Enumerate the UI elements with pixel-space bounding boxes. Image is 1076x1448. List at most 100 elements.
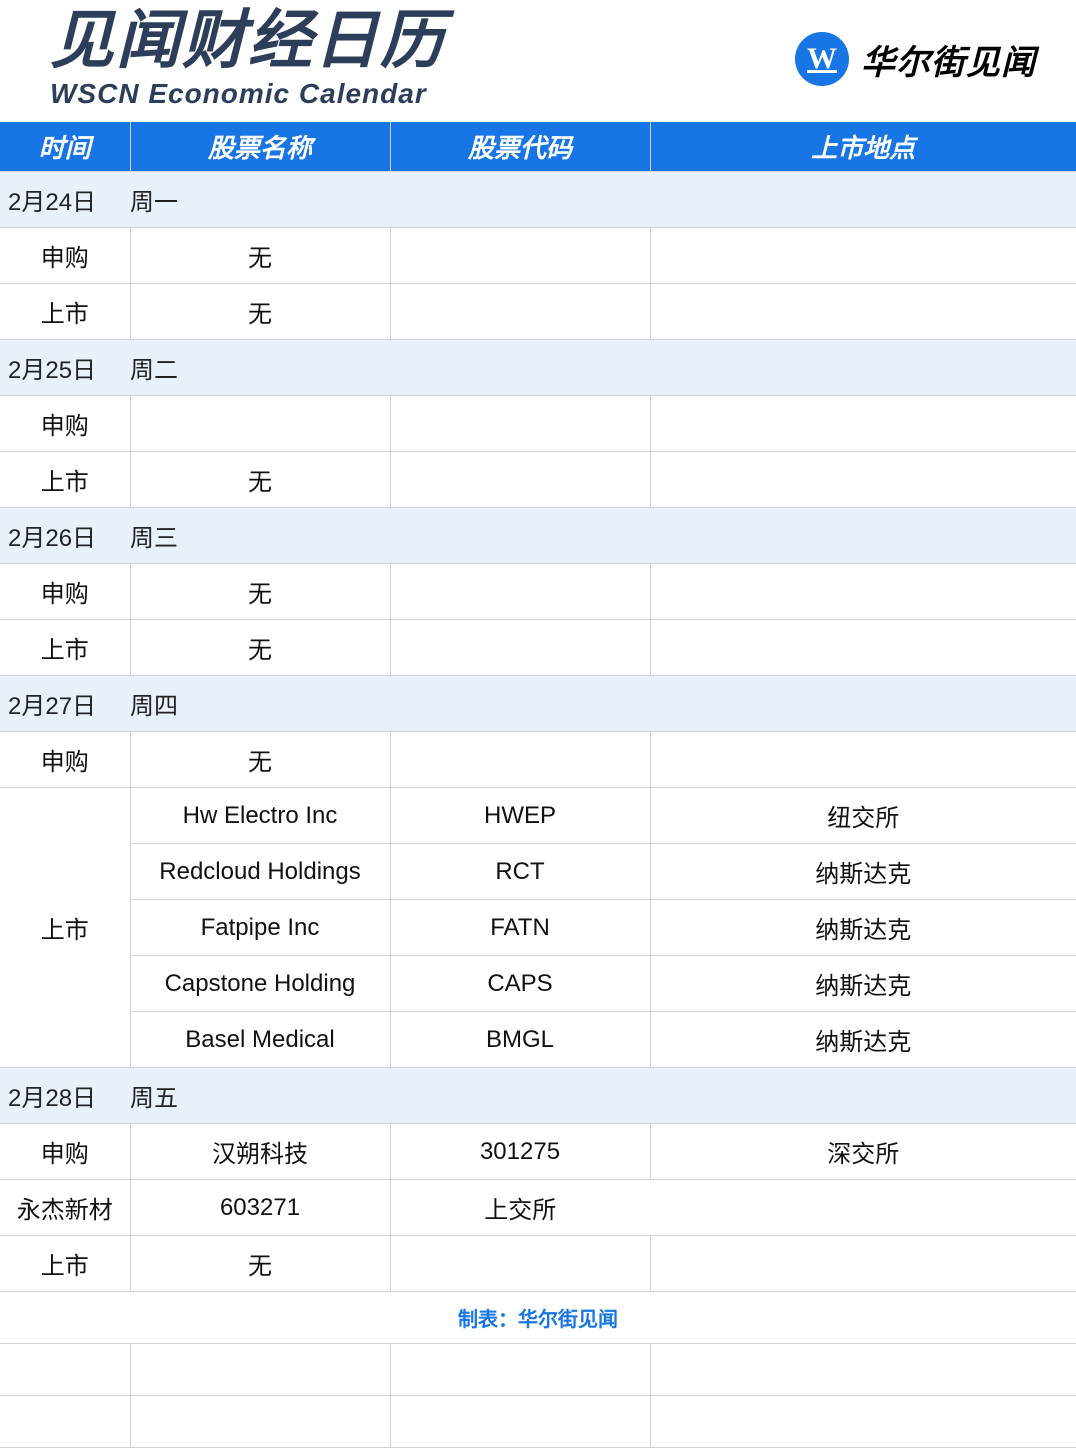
date-cell: 2月28日周五 bbox=[0, 1068, 1076, 1124]
footer-row: 制表：华尔街见闻 bbox=[0, 1292, 1076, 1344]
cell-location: 纳斯达克 bbox=[650, 1012, 1076, 1068]
table-row: 申购汉朔科技301275深交所 bbox=[0, 1124, 1076, 1180]
cell-type: 上市 bbox=[0, 284, 130, 340]
table-row: 上市无 bbox=[0, 452, 1076, 508]
cell-name: Capstone Holding bbox=[130, 956, 390, 1012]
col-time: 时间 bbox=[0, 122, 130, 172]
cell-location: 纳斯达克 bbox=[650, 900, 1076, 956]
table-row: 上市无 bbox=[0, 284, 1076, 340]
cell-type: 上市 bbox=[0, 452, 130, 508]
cell-name: 汉朔科技 bbox=[130, 1124, 390, 1180]
col-location: 上市地点 bbox=[650, 122, 1076, 172]
cell-name: 无 bbox=[130, 284, 390, 340]
empty-row bbox=[0, 1396, 1076, 1448]
date-cell: 2月25日周二 bbox=[0, 340, 1076, 396]
title-en: WSCN Economic Calendar bbox=[50, 78, 446, 110]
empty-cell bbox=[390, 1396, 650, 1448]
date-text: 2月24日 bbox=[8, 182, 96, 217]
cell-code bbox=[390, 284, 650, 340]
cell-code bbox=[390, 1236, 650, 1292]
cell-location: 纽交所 bbox=[650, 788, 1076, 844]
date-cell: 2月24日周一 bbox=[0, 172, 1076, 228]
date-cell: 2月27日周四 bbox=[0, 676, 1076, 732]
cell-code: 301275 bbox=[390, 1124, 650, 1180]
cell-name: 无 bbox=[130, 452, 390, 508]
table-row: 申购无 bbox=[0, 564, 1076, 620]
cell-location bbox=[650, 1236, 1076, 1292]
cell-code: BMGL bbox=[390, 1012, 650, 1068]
cell-code bbox=[390, 452, 650, 508]
empty-cell bbox=[130, 1396, 390, 1448]
date-cell: 2月26日周三 bbox=[0, 508, 1076, 564]
cell-code: HWEP bbox=[390, 788, 650, 844]
cell-type: 上市 bbox=[0, 788, 130, 1068]
cell-code: CAPS bbox=[390, 956, 650, 1012]
cell-type: 申购 bbox=[0, 564, 130, 620]
page-header: 见闻财经日历 WSCN Economic Calendar W 华尔街见闻 bbox=[0, 0, 1076, 122]
header-title-block: 见闻财经日历 WSCN Economic Calendar bbox=[50, 8, 446, 110]
cell-name: 无 bbox=[130, 732, 390, 788]
cell-name bbox=[130, 396, 390, 452]
cell-type: 上市 bbox=[0, 620, 130, 676]
cell-code bbox=[390, 228, 650, 284]
empty-cell bbox=[650, 1344, 1076, 1396]
calendar-table: 时间 股票名称 股票代码 上市地点 2月24日周一申购无上市无2月25日周二申购… bbox=[0, 122, 1076, 1448]
cell-code bbox=[390, 732, 650, 788]
cell-location bbox=[650, 732, 1076, 788]
cell-location bbox=[650, 452, 1076, 508]
cell-name: Hw Electro Inc bbox=[130, 788, 390, 844]
col-name: 股票名称 bbox=[130, 122, 390, 172]
date-row: 2月28日周五 bbox=[0, 1068, 1076, 1124]
date-row: 2月26日周三 bbox=[0, 508, 1076, 564]
weekday-text: 周三 bbox=[130, 518, 178, 553]
date-row: 2月25日周二 bbox=[0, 340, 1076, 396]
cell-code: RCT bbox=[390, 844, 650, 900]
table-row: 上市无 bbox=[0, 1236, 1076, 1292]
date-text: 2月27日 bbox=[8, 686, 96, 721]
table-row: Fatpipe IncFATN纳斯达克 bbox=[0, 900, 1076, 956]
cell-code bbox=[390, 620, 650, 676]
empty-cell bbox=[390, 1344, 650, 1396]
cell-type: 申购 bbox=[0, 396, 130, 452]
table-row: 申购无 bbox=[0, 732, 1076, 788]
table-row: Capstone HoldingCAPS纳斯达克 bbox=[0, 956, 1076, 1012]
date-text: 2月25日 bbox=[8, 350, 96, 385]
empty-cell bbox=[0, 1344, 130, 1396]
cell-name: Basel Medical bbox=[130, 1012, 390, 1068]
cell-code: FATN bbox=[390, 900, 650, 956]
date-row: 2月27日周四 bbox=[0, 676, 1076, 732]
table-row: Basel MedicalBMGL纳斯达克 bbox=[0, 1012, 1076, 1068]
cell-code: 603271 bbox=[130, 1180, 390, 1236]
table-row: 申购无 bbox=[0, 228, 1076, 284]
cell-type: 申购 bbox=[0, 732, 130, 788]
weekday-text: 周四 bbox=[130, 686, 178, 721]
table-row: 上市Hw Electro IncHWEP纽交所 bbox=[0, 788, 1076, 844]
table-row: 申购 bbox=[0, 396, 1076, 452]
table-row: Redcloud HoldingsRCT纳斯达克 bbox=[0, 844, 1076, 900]
cell-name: 无 bbox=[130, 564, 390, 620]
cell-name: 无 bbox=[130, 620, 390, 676]
date-text: 2月26日 bbox=[8, 518, 96, 553]
cell-type: 上市 bbox=[0, 1236, 130, 1292]
brand-name: 华尔街见闻 bbox=[861, 35, 1036, 84]
weekday-text: 周二 bbox=[130, 350, 178, 385]
cell-name: 无 bbox=[130, 228, 390, 284]
weekday-text: 周五 bbox=[130, 1078, 178, 1113]
cell-location bbox=[650, 284, 1076, 340]
cell-location bbox=[650, 228, 1076, 284]
cell-name: 无 bbox=[130, 1236, 390, 1292]
cell-location: 深交所 bbox=[650, 1124, 1076, 1180]
footer-note: 制表：华尔街见闻 bbox=[0, 1292, 1076, 1344]
cell-location bbox=[650, 564, 1076, 620]
date-row: 2月24日周一 bbox=[0, 172, 1076, 228]
cell-name: 永杰新材 bbox=[0, 1180, 130, 1236]
cell-name: Redcloud Holdings bbox=[130, 844, 390, 900]
brand-block: W 华尔街见闻 bbox=[795, 32, 1036, 86]
date-text: 2月28日 bbox=[8, 1078, 96, 1113]
cell-location bbox=[650, 620, 1076, 676]
title-cn: 见闻财经日历 bbox=[50, 8, 446, 72]
cell-location: 上交所 bbox=[390, 1180, 650, 1236]
col-code: 股票代码 bbox=[390, 122, 650, 172]
cell-type: 申购 bbox=[0, 228, 130, 284]
empty-row bbox=[0, 1344, 1076, 1396]
